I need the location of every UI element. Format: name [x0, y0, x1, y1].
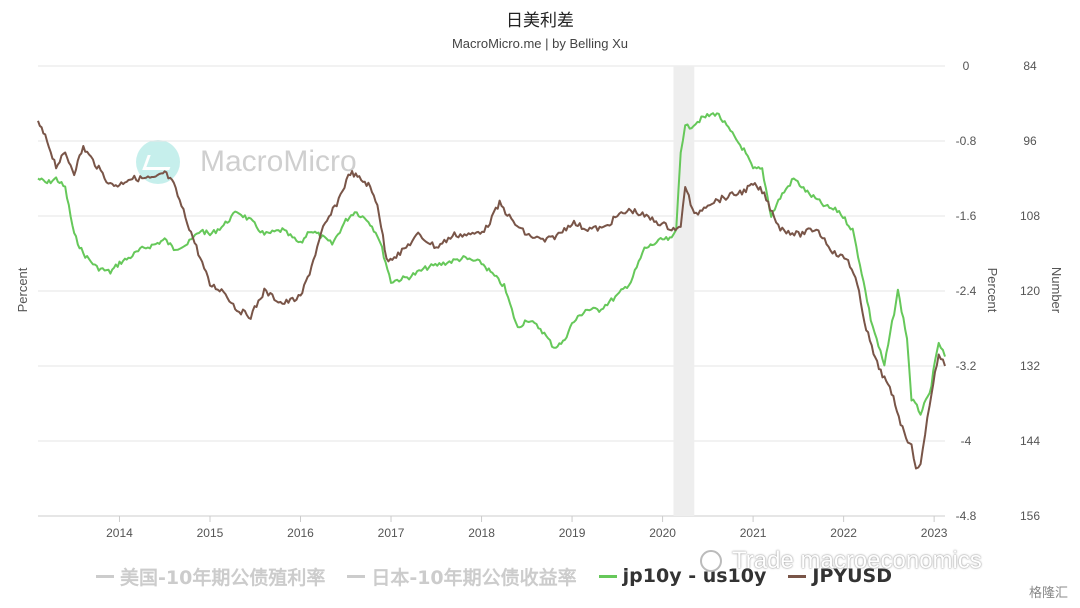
overlay-watermark-text: Trade macroeconomics — [732, 547, 982, 574]
right-number-tick-label: 84 — [1023, 59, 1037, 73]
right-axis-number-ticks: 84 96 108 120 132 144 156 — [1020, 59, 1040, 523]
legend: 美国-10年期公债殖利率 日本-10年期公债收益率 jp10y - us10y … — [96, 561, 914, 591]
left-axis-label: Percent — [15, 267, 30, 312]
x-tick-label: 2023 — [921, 526, 948, 540]
right-number-tick-label: 132 — [1020, 359, 1040, 373]
right-percent-tick-label: 0 — [963, 59, 970, 73]
right-axis-percent-label: Percent — [985, 268, 1000, 313]
series-line-spread — [37, 112, 946, 416]
corner-badge: 格隆汇 — [1024, 581, 1072, 602]
right-percent-tick-label: -1.6 — [956, 209, 977, 223]
x-axis-ticks: 2014 2015 2016 2017 2018 2019 2020 2021 2022 2023 — [106, 516, 948, 540]
series-layer — [37, 112, 946, 470]
legend-label: 日本-10年期公债收益率 — [371, 566, 577, 589]
chart-subtitle: MacroMicro.me | by Belling Xu — [451, 36, 629, 51]
right-percent-tick-label: -0.8 — [956, 134, 977, 148]
right-number-tick-label: 144 — [1020, 434, 1040, 448]
grid-lines — [38, 65, 945, 517]
wechat-icon — [700, 550, 722, 572]
legend-swatch — [96, 574, 114, 578]
legend-item-jp10y[interactable]: 日本-10年期公债收益率 — [347, 563, 577, 590]
x-tick-label: 2021 — [740, 526, 767, 540]
x-tick-label: 2018 — [468, 526, 495, 540]
x-tick-label: 2022 — [830, 526, 857, 540]
x-tick-label: 2017 — [378, 526, 405, 540]
right-percent-tick-label: -3.2 — [956, 359, 977, 373]
right-axis-number-label: Number — [1049, 267, 1064, 314]
right-percent-tick-label: -2.4 — [956, 284, 977, 298]
legend-swatch — [347, 574, 366, 578]
overlay-watermark: Trade macroeconomics — [700, 547, 982, 575]
legend-item-spread[interactable]: jp10y - us10y — [598, 565, 767, 587]
right-number-tick-label: 96 — [1023, 134, 1037, 148]
legend-label: 美国-10年期公债殖利率 — [120, 566, 326, 589]
right-axis-percent-ticks: 0 -0.8 -1.6 -2.4 -3.2 -4 -4.8 — [956, 59, 977, 523]
x-tick-label: 2014 — [106, 526, 133, 540]
x-tick-label: 2016 — [287, 526, 314, 540]
x-tick-label: 2015 — [197, 526, 224, 540]
legend-label: JPYUSD — [812, 565, 893, 587]
chart-title: 日美利差 — [506, 11, 574, 31]
right-number-tick-label: 108 — [1020, 209, 1040, 223]
series-line-jpyusd — [37, 120, 946, 470]
legend-item-us10y[interactable]: 美国-10年期公债殖利率 — [96, 563, 325, 590]
legend-label: jp10y - us10y — [622, 565, 767, 587]
legend-swatch — [598, 574, 617, 578]
x-tick-label: 2019 — [559, 526, 586, 540]
right-number-tick-label: 156 — [1020, 509, 1040, 523]
right-number-tick-label: 120 — [1020, 284, 1040, 298]
x-tick-label: 2020 — [649, 526, 676, 540]
legend-item-jpyusd[interactable]: JPYUSD — [788, 565, 892, 587]
legend-swatch — [788, 574, 807, 578]
right-percent-tick-label: -4 — [961, 434, 972, 448]
right-percent-tick-label: -4.8 — [956, 509, 977, 523]
